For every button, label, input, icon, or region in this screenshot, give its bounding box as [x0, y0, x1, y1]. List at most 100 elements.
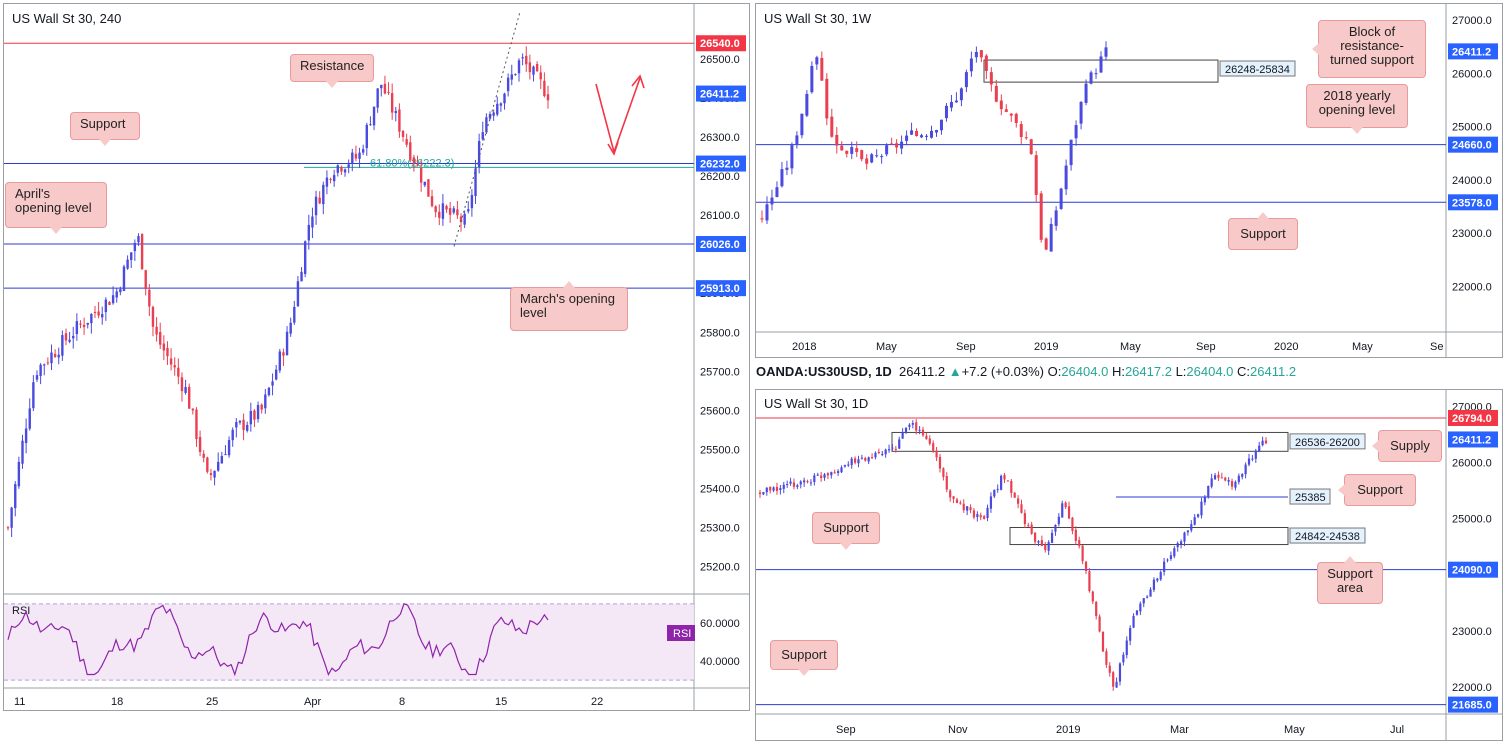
candle-body — [938, 456, 942, 469]
candle-body — [169, 358, 173, 365]
candle-body — [1014, 113, 1018, 123]
h4-chart-canvas[interactable]: 26500.026400.026300.026200.026100.025900… — [4, 4, 750, 711]
candle-body — [398, 109, 401, 132]
candle-body — [1044, 544, 1047, 551]
w-y-tick: 25000.0 — [1452, 122, 1492, 134]
candle-body — [1023, 513, 1026, 525]
candle-body — [989, 72, 993, 85]
candle-body — [173, 365, 176, 368]
candle-body — [521, 57, 524, 59]
candle-body — [1020, 504, 1023, 513]
candle-body — [1029, 139, 1033, 154]
candle-body — [361, 149, 365, 153]
h4-price-26411.2-tag-text: 26411.2 — [700, 89, 739, 101]
resistance-callout: Resistance — [290, 54, 374, 88]
candle-body — [1054, 524, 1057, 532]
candle-body — [1230, 481, 1234, 487]
h4-arrow-head-up — [631, 74, 645, 89]
daily-chart-panel[interactable]: 27000.0 26000.0 25000.0 23000.0 22000.0 26536… — [755, 389, 1503, 741]
candle-body — [101, 314, 104, 318]
candle-body — [180, 377, 184, 392]
d-25385-label: 25385 — [1295, 492, 1326, 504]
candle-body — [430, 196, 434, 207]
candle-body — [966, 506, 969, 511]
candle-body — [1237, 475, 1240, 483]
candle-body — [133, 242, 137, 252]
d-price-24090.0-tag-text: 24090.0 — [1452, 565, 1492, 577]
candle-body — [949, 490, 952, 498]
d-y-tick: 23000.0 — [1452, 626, 1492, 638]
h4-chart-panel[interactable]: 26500.026400.026300.026200.026100.025900… — [3, 3, 750, 711]
w-price-23578.0-tag-text: 23578.0 — [1452, 197, 1492, 209]
candle-body — [470, 194, 474, 209]
candle-body — [760, 218, 764, 220]
candle-body — [380, 84, 383, 89]
candle-body — [915, 422, 918, 431]
candle-body — [1156, 578, 1159, 581]
candle-body — [1118, 663, 1122, 682]
candle-body — [343, 169, 347, 173]
daily-chart-canvas[interactable]: 27000.026000.025000.023000.022000.026536… — [756, 390, 1503, 741]
candle-body — [780, 169, 784, 187]
symbol-ohlc-line: OANDA:US30USD, 1D 26411.2 ▲+7.2 (+0.03%)… — [756, 364, 1296, 379]
candle-body — [271, 381, 274, 386]
candle-body — [1264, 440, 1268, 444]
candle-body — [867, 457, 870, 462]
candle-body — [1169, 555, 1173, 559]
candle-body — [972, 510, 976, 518]
candle-body — [53, 353, 57, 357]
candle-body — [235, 422, 238, 428]
candle-body — [452, 208, 455, 213]
candle-body — [860, 457, 863, 459]
support-callout: Support — [70, 112, 140, 146]
candle-body — [296, 281, 300, 307]
candle-body — [790, 145, 794, 169]
candle-body — [499, 103, 503, 106]
h4-x-tick: 8 — [399, 696, 405, 708]
candle-body — [1071, 517, 1074, 531]
candle-body — [974, 51, 978, 58]
candle-body — [347, 164, 350, 168]
candle-body — [260, 404, 263, 410]
candle-body — [387, 91, 390, 93]
candle-body — [949, 101, 953, 108]
candle-body — [177, 367, 180, 377]
weekly-chart-canvas[interactable]: 27000.0 26000.0 25000.0 24000.0 23000.0 22000… — [756, 4, 1503, 358]
candle-body — [809, 482, 813, 484]
candle-body — [905, 135, 909, 141]
daily-chart-title: US Wall St 30, 1D — [764, 396, 869, 411]
d-support-area-label: 24842-24538 — [1295, 531, 1360, 543]
h4-y-tick: 25600.0 — [700, 405, 740, 417]
candle-body — [242, 419, 245, 431]
w-y-tick: 27000.0 — [1452, 15, 1492, 27]
candle-body — [1094, 73, 1098, 75]
candle-body — [820, 57, 824, 81]
h4-y-tick: 25400.0 — [700, 484, 740, 496]
candle-body — [390, 93, 394, 113]
w-zone-label: 26248-25834 — [1225, 64, 1290, 76]
candle-body — [1050, 532, 1054, 543]
candle-body — [877, 451, 880, 454]
h4-y-tick: 26500.0 — [700, 54, 740, 66]
candle-body — [448, 208, 452, 215]
candle-body — [256, 405, 260, 420]
candle-body — [86, 322, 89, 325]
candle-body — [97, 311, 100, 316]
candle-body — [514, 74, 517, 76]
d-price-26411.2-tag-text: 26411.2 — [1452, 434, 1491, 446]
w-x-tick: 2019 — [1034, 341, 1058, 353]
w-y-tick: 24000.0 — [1452, 175, 1492, 187]
candle-body — [962, 503, 965, 511]
h4-price-26411.2-tag — [696, 85, 746, 102]
candle-body — [311, 216, 314, 228]
candle-body — [506, 77, 510, 92]
candle-body — [806, 481, 809, 483]
weekly-chart-panel[interactable]: 27000.0 26000.0 25000.0 24000.0 23000.0 22000… — [755, 3, 1503, 358]
candle-body — [891, 447, 894, 449]
candle-body — [765, 204, 769, 221]
candle-body — [300, 271, 303, 282]
open-label: O: — [1047, 364, 1062, 379]
h4-x-tick: 22 — [591, 696, 603, 708]
candle-body — [1078, 540, 1081, 546]
candle-body — [227, 440, 231, 456]
